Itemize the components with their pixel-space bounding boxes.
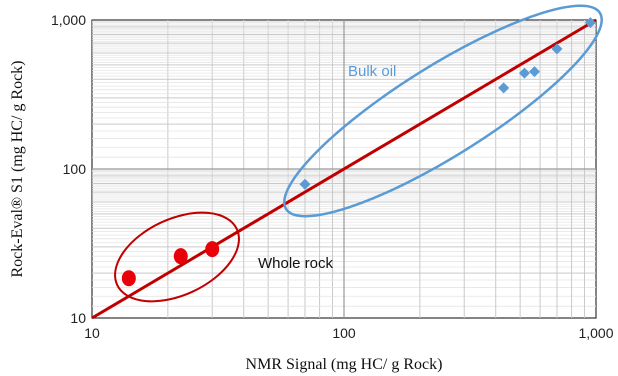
bulk-oil-point [299,178,311,190]
bulk-oil-point [518,67,530,79]
whole-rock-label: Whole rock [258,255,334,272]
x-axis-title: NMR Signal (mg HC/ g Rock) [246,356,443,373]
y-tick-label: 1,000 [51,12,86,28]
whole-rock-ellipse [114,211,240,303]
trendline [91,18,597,320]
whole-rock-point [121,270,136,287]
bulk-oil-point [528,66,540,78]
x-tick-label: 10 [84,325,100,341]
tick-labels: 10 100 1,000 10 100 1,000 [51,12,614,341]
bulk-oil-point [498,82,510,94]
whole-rock-point [173,248,188,265]
y-axis-title: Rock-Eval® S1 (mg HC/ g Rock) [9,60,26,277]
bulk-oil-point [551,43,563,55]
bulk-oil-ellipse [283,4,603,218]
bulk-oil-label: Bulk oil [348,63,396,80]
data-points [121,17,596,287]
x-tick-label: 100 [332,325,356,341]
bulk-oil-point [584,17,596,29]
y-tick-label: 10 [70,310,86,326]
x-tick-label: 1,000 [578,325,613,341]
y-tick-label: 100 [63,161,87,177]
whole-rock-point [205,241,220,258]
grid [92,20,596,318]
